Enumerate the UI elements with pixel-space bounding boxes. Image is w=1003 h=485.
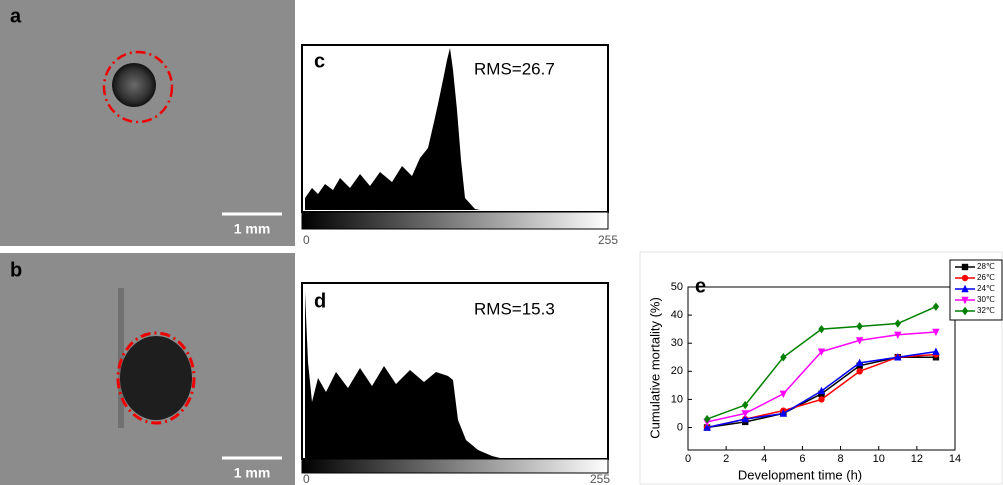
outline (102, 50, 174, 124)
marker (961, 296, 969, 305)
x-tick-label: 6 (799, 453, 805, 465)
y-axis-title: Cumulative mortality (%) (647, 297, 662, 439)
marker (742, 400, 749, 410)
marker (894, 331, 902, 339)
marker (741, 410, 749, 418)
panel-label: a (10, 5, 22, 27)
axis-max: 255 (598, 233, 618, 247)
marker (932, 302, 940, 311)
marker (894, 353, 902, 361)
marker (741, 414, 749, 423)
marker (932, 328, 940, 337)
marker (855, 337, 864, 345)
image (0, 0, 295, 246)
panel-d: d RMS=15.3 0 255 (301, 282, 610, 485)
marker (817, 348, 826, 356)
y-tick-label: 10 (671, 393, 683, 405)
x-tick-label: 8 (838, 453, 844, 465)
marker (932, 347, 940, 355)
rms: RMS=26.7 (474, 59, 555, 78)
axis-min: 0 (303, 233, 310, 247)
x-tick-label: 14 (949, 453, 961, 465)
marker (961, 284, 969, 293)
legend-label: 26℃ (977, 273, 995, 282)
y-tick-label: 30 (671, 337, 683, 349)
hole (112, 63, 156, 107)
panel-label: d (314, 290, 326, 312)
gray-scale-bar (301, 211, 609, 230)
scale-label: 1 mm (234, 465, 271, 481)
legend-box (949, 259, 1003, 321)
marker (961, 263, 969, 271)
marker (856, 322, 863, 331)
marker (779, 390, 788, 398)
rms: RMS=15.3 (474, 299, 555, 318)
y-tick-label: 0 (677, 421, 683, 433)
legend-label: 24℃ (977, 284, 995, 293)
marker (818, 396, 825, 403)
marker (817, 386, 826, 395)
marker (780, 353, 787, 362)
panel-label: b (10, 259, 22, 281)
marker (894, 319, 901, 328)
scale-label: 1 mm (234, 221, 271, 237)
hole (120, 336, 192, 420)
panel-e-frame (639, 251, 1003, 485)
panel-a: a 1 mm (0, 0, 295, 246)
x-tick-label: 0 (685, 453, 691, 465)
marker (855, 358, 864, 367)
histogram (305, 292, 500, 458)
marker (818, 324, 825, 334)
legend-label: 28℃ (977, 262, 995, 271)
marker (703, 423, 711, 431)
histogram (305, 48, 480, 210)
marker (779, 409, 788, 417)
marker (703, 414, 711, 424)
legend-label: 30℃ (977, 295, 995, 304)
x-tick-label: 4 (761, 453, 767, 465)
y-tick-label: 20 (671, 365, 683, 377)
x-tick-label: 10 (873, 453, 885, 465)
panel-label: c (314, 50, 325, 72)
marker (856, 368, 863, 375)
marker (961, 306, 969, 316)
legend-label: 32℃ (977, 306, 995, 315)
marker (961, 274, 969, 282)
plot-area (687, 286, 956, 451)
streak (118, 288, 124, 428)
gray-scale-bar (301, 458, 609, 474)
panel-b: b 1 mm (0, 253, 295, 485)
x-tick-label: 12 (911, 453, 923, 465)
x-tick-label: 2 (723, 453, 729, 465)
outline (116, 331, 196, 425)
panel-c: c RMS=26.7 0 255 (301, 44, 618, 247)
panel-label: e (695, 275, 706, 297)
y-tick-label: 50 (671, 281, 683, 293)
x-axis-title: Development time (h) (738, 467, 862, 482)
axis-max: 255 (590, 472, 610, 485)
axis-min: 0 (303, 472, 310, 485)
y-tick-label: 40 (671, 309, 683, 321)
